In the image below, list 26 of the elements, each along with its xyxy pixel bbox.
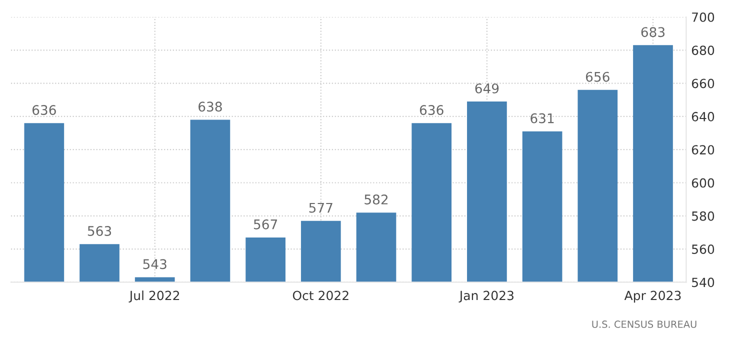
data-label: 567 [254,219,278,230]
y-tick-label: 580 [692,211,714,221]
data-label: 638 [198,102,222,112]
data-label: 683 [641,27,665,38]
y-tick-label: 560 [692,244,714,254]
data-label: 636 [32,104,56,115]
text: U.S. CENSUS BUREAU [592,320,696,328]
data-label: 582 [364,194,388,204]
x-tick-label: Oct 2022 [292,290,348,300]
y-tick-label: 620 [692,145,714,155]
data-label: 649 [475,83,499,94]
data-label: 656 [586,72,610,82]
data-label: 543 [143,259,166,270]
y-tick-label: 600 [692,178,714,188]
x-tick-label: Jan 2023 [458,290,514,303]
y-tick-label: 540 [692,278,714,288]
x-tick-label: Jul 2022 [128,290,180,303]
y-tick-label: 640 [692,112,714,122]
x-tick-label: Apr 2023 [624,290,681,303]
data-label: 636 [420,104,444,115]
data-label: 577 [309,202,332,213]
y-tick-label: 660 [692,78,714,88]
data-label: 563 [88,226,112,236]
data-label: 631 [530,113,554,124]
y-tick-label: 680 [692,46,714,56]
y-tick-label: 700 [692,12,714,22]
